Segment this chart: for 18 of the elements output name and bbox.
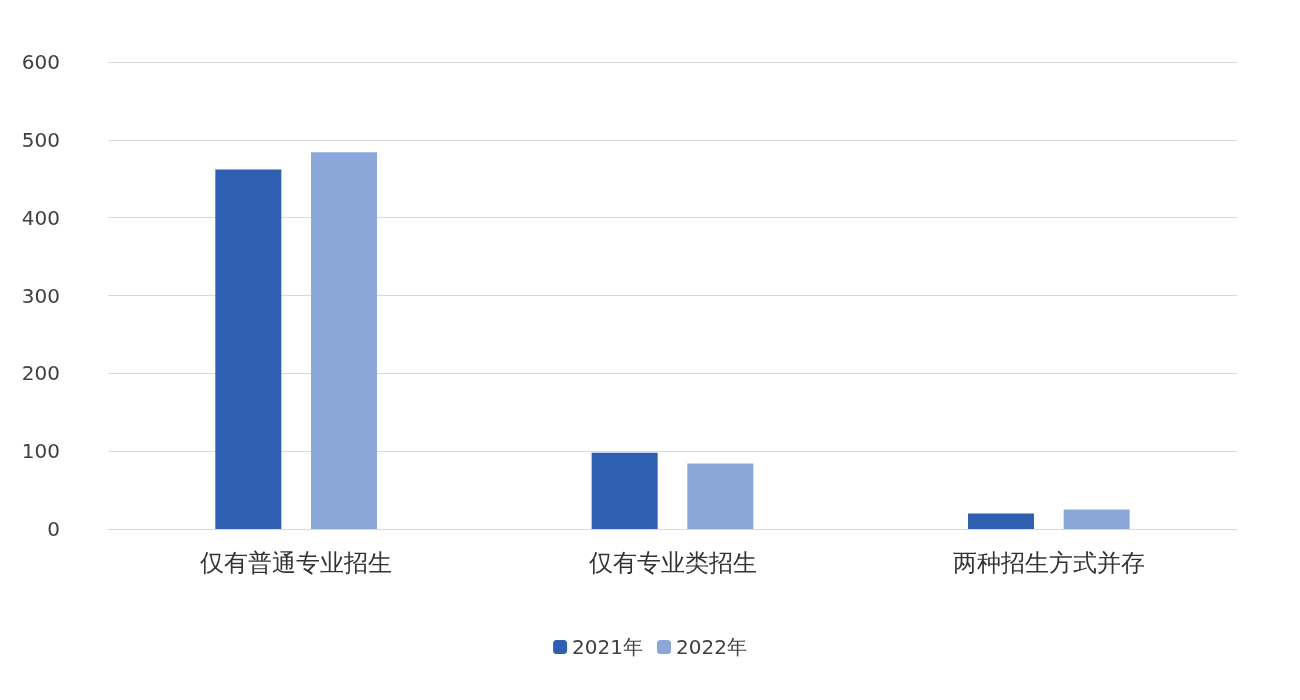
- y-tick-label: 100: [21, 439, 60, 464]
- bar: [311, 152, 378, 529]
- legend-label: 2022年: [676, 635, 747, 659]
- y-tick-label: 400: [21, 205, 60, 230]
- bar: [967, 513, 1034, 529]
- y-tick-label: 500: [21, 127, 60, 152]
- bar: [215, 169, 282, 529]
- bar: [591, 452, 658, 529]
- y-tick-label: 600: [21, 50, 60, 74]
- x-tick-label: 仅有专业类招生: [588, 549, 757, 577]
- y-tick-label: 300: [21, 283, 60, 308]
- y-tick-label: 200: [21, 361, 60, 386]
- bar: [687, 463, 754, 529]
- x-tick-label: 两种招生方式并存: [952, 549, 1145, 577]
- bar: [1063, 509, 1130, 529]
- legend-label: 2021年: [572, 635, 644, 659]
- y-tick-label: 0: [47, 517, 60, 541]
- x-tick-label: 仅有普通专业招生: [200, 549, 393, 577]
